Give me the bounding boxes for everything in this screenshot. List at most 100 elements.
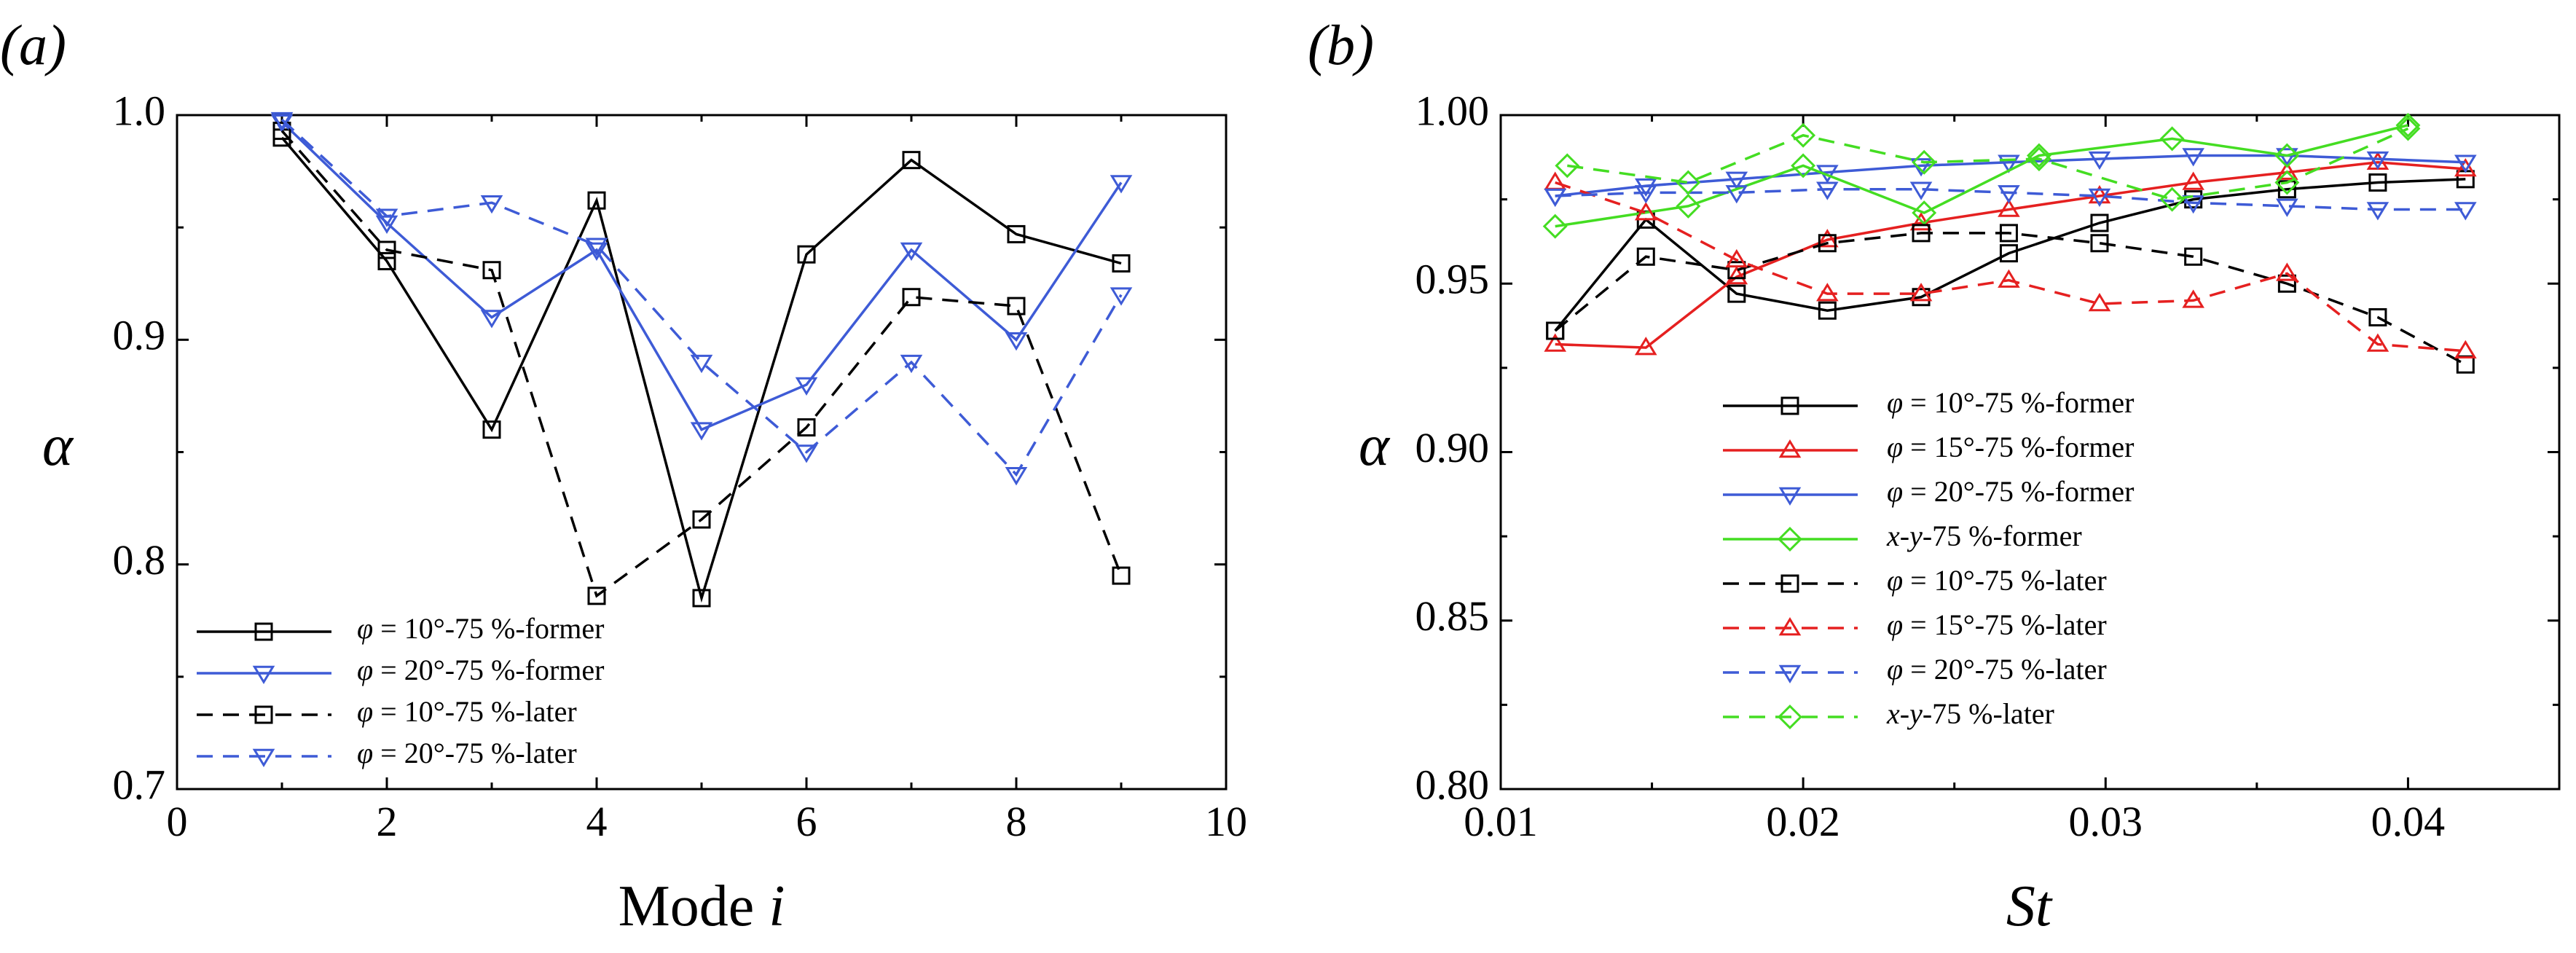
x-axis-label: Mode i — [619, 874, 785, 938]
data-point — [902, 151, 921, 170]
data-point — [2454, 158, 2477, 177]
x-tick-label: 6 — [796, 798, 817, 845]
data-point — [1791, 153, 1816, 179]
series-5: φ = 15°-75 %-later — [1544, 171, 2477, 641]
legend-marker — [252, 665, 275, 684]
data-point — [270, 111, 294, 131]
data-point — [2276, 262, 2298, 281]
legend-label: φ = 20°-75 %-former — [1887, 475, 2134, 508]
data-point — [1005, 467, 1028, 486]
series-0: φ = 10°-75 %-former — [197, 128, 1131, 645]
x-tick-label: 0.02 — [1766, 798, 1840, 845]
x-tick-label: 0.01 — [1464, 798, 1538, 845]
x-tick-label: 4 — [586, 798, 608, 845]
data-point — [1999, 224, 2018, 243]
series-line — [1555, 124, 2408, 228]
data-point — [482, 420, 501, 439]
panel-b: 0.01 0.02 0.03 0.04 0.80 0.85 0.90 0.95 1.00 (b) α… — [1308, 13, 2561, 938]
data-point — [692, 589, 711, 608]
data-point — [1912, 149, 1937, 175]
y-tick-label: 0.90 — [1415, 424, 1490, 471]
data-point — [1544, 188, 1567, 207]
data-point — [2454, 154, 2477, 173]
data-point — [1818, 234, 1837, 253]
series-2: φ = 10°-75 %-later — [197, 122, 1131, 728]
y-tick-label: 0.8 — [113, 536, 166, 584]
data-point — [1912, 200, 1937, 226]
series-line — [280, 130, 1123, 598]
data-point — [1112, 566, 1131, 585]
data-point — [2182, 171, 2204, 190]
data-point — [2454, 340, 2477, 359]
data-point — [2159, 126, 2185, 152]
legend-label: φ = 20°-75 %-later — [357, 737, 577, 769]
x-tick-label: 10 — [1205, 798, 1247, 845]
data-point — [900, 242, 923, 261]
data-point — [2366, 151, 2390, 170]
legend-marker — [254, 705, 273, 724]
series-line — [280, 118, 1123, 477]
data-point — [1909, 283, 1933, 302]
data-point — [2274, 143, 2300, 168]
legend-label: x-y-75 %-former — [1886, 519, 2082, 552]
data-point — [1544, 171, 1567, 190]
data-point — [1816, 181, 1839, 200]
legend-marker — [1778, 487, 1802, 506]
series-line — [1554, 232, 2467, 366]
plot-frame — [176, 114, 1228, 791]
data-point — [797, 418, 816, 437]
data-point — [1544, 333, 1567, 352]
data-point — [1725, 266, 1748, 285]
data-point — [2182, 195, 2204, 214]
data-point — [2395, 112, 2421, 138]
data-point — [1007, 224, 1026, 243]
legend-label: φ = 10°-75 %-former — [1887, 386, 2134, 419]
data-point — [2184, 247, 2203, 266]
x-tick-label: 8 — [1006, 798, 1027, 845]
data-point — [1816, 229, 1839, 248]
data-point — [797, 245, 816, 264]
series-line — [1555, 181, 2466, 353]
data-point — [585, 238, 608, 256]
series-7: x-y-75 %-later — [1555, 116, 2421, 730]
panel-label: (b) — [1308, 13, 1374, 77]
legend-label: φ = 20°-75 %-former — [357, 654, 604, 686]
data-point — [795, 444, 818, 463]
data-point — [1542, 213, 1568, 239]
y-tick-label: 1.00 — [1415, 87, 1490, 134]
series-3: φ = 20°-75 %-later — [197, 111, 1133, 769]
data-point — [2026, 146, 2051, 172]
data-point — [2182, 289, 2204, 308]
data-point — [1546, 321, 1565, 340]
data-point — [1110, 287, 1133, 306]
data-point — [2366, 202, 2390, 221]
data-point — [1818, 301, 1837, 320]
data-point — [690, 422, 713, 441]
x-tick-label: 0 — [167, 798, 188, 845]
y-tick-label: 1.0 — [113, 87, 166, 134]
data-point — [690, 354, 713, 374]
legend-label: φ = 10°-75 %-later — [1887, 564, 2107, 597]
data-point — [1998, 154, 2020, 173]
data-point — [2159, 187, 2185, 212]
y-tick-label: 0.95 — [1415, 256, 1490, 303]
y-tick-label: 0.80 — [1415, 761, 1490, 808]
legend-marker — [1778, 527, 1802, 552]
data-point — [2456, 355, 2475, 374]
series-line — [1554, 178, 2466, 332]
data-point — [1634, 337, 1657, 356]
y-tick-label: 0.9 — [113, 312, 166, 359]
data-point — [1005, 332, 1028, 351]
data-point — [2088, 293, 2111, 312]
legend-marker — [1778, 617, 1802, 636]
legend-marker — [1778, 705, 1802, 729]
series-3: x-y-75 %-former — [1542, 112, 2421, 552]
x-tick-label: 0.03 — [2069, 798, 2143, 845]
data-point — [2088, 188, 2111, 207]
data-point — [2368, 173, 2387, 192]
series-line — [1567, 127, 2409, 201]
data-point — [1816, 283, 1839, 302]
data-point — [1998, 198, 2020, 217]
data-point — [1912, 224, 1931, 243]
